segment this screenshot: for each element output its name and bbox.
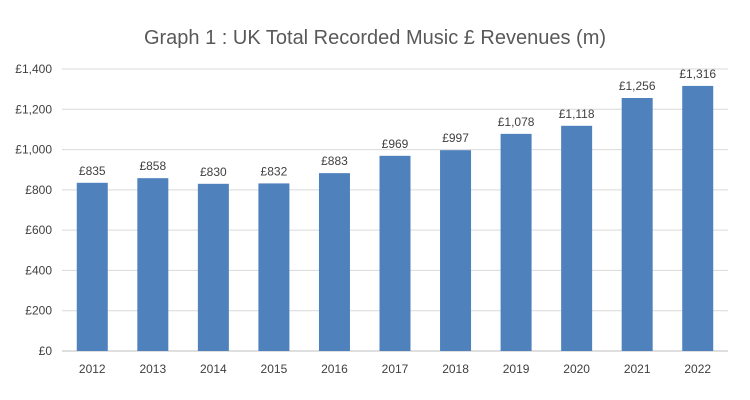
- data-label-2017: £969: [382, 137, 409, 151]
- x-tick-label: 2016: [321, 362, 348, 376]
- data-labels: £835 £858 £830 £832 £883 £969 £997 £1,078 £1,118…: [79, 67, 716, 179]
- data-label-2013: £858: [139, 159, 166, 173]
- x-tick-label: 2020: [563, 362, 590, 376]
- y-axis: £0 £200 £400 £600 £800 £1,000 £1,200 £1,400: [15, 62, 52, 358]
- data-label-2019: £1,078: [498, 115, 535, 129]
- bar-2012: [76, 182, 108, 351]
- x-axis: 2012 2013 2014 2015 2016 2017 2018 2019 2020 2021…: [79, 362, 711, 376]
- bars: [76, 85, 714, 352]
- bar-2014: [197, 183, 229, 351]
- y-tick-label: £400: [25, 263, 52, 277]
- x-tick-label: 2021: [624, 362, 651, 376]
- chart-title: Graph 1 : UK Total Recorded Music £ Reve…: [144, 27, 606, 49]
- bar-2022: [682, 85, 714, 352]
- bar-2016: [318, 173, 350, 351]
- bar-2018: [440, 150, 472, 351]
- bar-2020: [561, 125, 593, 351]
- y-tick-label: £0: [39, 344, 53, 358]
- data-label-2016: £883: [321, 154, 348, 168]
- x-tick-label: 2017: [382, 362, 409, 376]
- data-label-2014: £830: [200, 165, 227, 179]
- x-tick-label: 2022: [684, 362, 711, 376]
- bar-2013: [137, 178, 169, 351]
- y-tick-label: £1,400: [15, 62, 52, 76]
- bar-2017: [379, 155, 411, 351]
- data-label-2021: £1,256: [619, 79, 656, 93]
- x-tick-label: 2018: [442, 362, 469, 376]
- data-label-2018: £997: [442, 131, 469, 145]
- x-tick-label: 2014: [200, 362, 227, 376]
- y-tick-label: £1,200: [15, 102, 52, 116]
- x-tick-label: 2012: [79, 362, 106, 376]
- data-label-2015: £832: [261, 164, 288, 178]
- bar-2019: [500, 133, 532, 351]
- bar-2015: [258, 183, 290, 351]
- y-tick-label: £200: [25, 304, 52, 318]
- y-tick-label: £800: [25, 183, 52, 197]
- x-tick-label: 2015: [261, 362, 288, 376]
- x-tick-label: 2013: [139, 362, 166, 376]
- x-tick-label: 2019: [503, 362, 530, 376]
- y-tick-label: £600: [25, 223, 52, 237]
- y-tick-label: £1,000: [15, 143, 52, 157]
- data-label-2022: £1,316: [679, 67, 716, 81]
- data-label-2012: £835: [79, 164, 106, 178]
- data-label-2020: £1,118: [559, 107, 595, 121]
- bar-2021: [621, 98, 653, 352]
